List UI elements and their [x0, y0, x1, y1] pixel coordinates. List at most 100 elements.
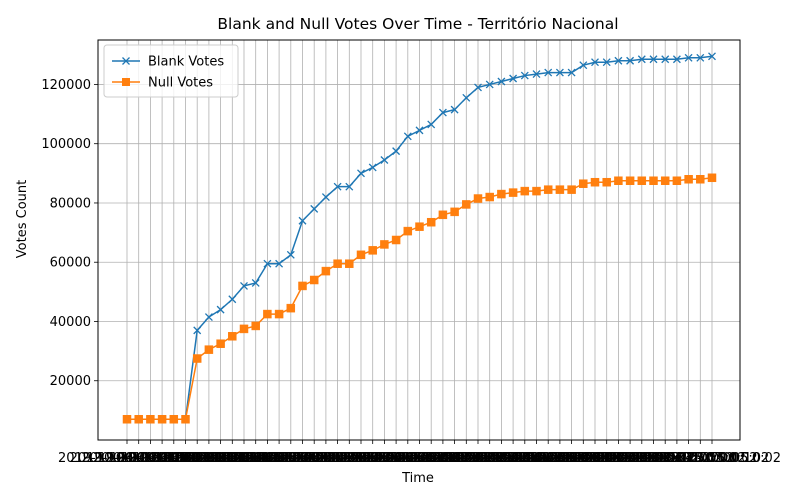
- y-axis-label: Votes Count: [15, 180, 30, 258]
- blank-votes-point: [263, 259, 272, 268]
- x-tick-label: 2019-10-06 20:25:02: [116, 451, 254, 466]
- blank-votes-point: [614, 56, 623, 65]
- blank-votes-point: [497, 77, 506, 86]
- blank-votes-point: [392, 147, 401, 156]
- null-votes-point: [286, 303, 296, 313]
- null-votes-point: [696, 175, 705, 184]
- blank-votes-point: [368, 163, 377, 172]
- blank-votes-point: [462, 93, 471, 102]
- x-tick-label: 2019-10-06 20:20:02: [105, 451, 243, 466]
- x-tick-label: 2019-10-06 21:45:02: [304, 451, 442, 466]
- blank-votes-point: [357, 169, 365, 178]
- x-tick-label: 2019-10-06 22:10:02: [362, 451, 500, 466]
- x-tick-label: 2019-10-06 22:20:02: [386, 451, 524, 466]
- null-votes-point: [274, 309, 284, 319]
- null-votes-point: [684, 175, 693, 184]
- null-votes-point: [368, 246, 377, 255]
- x-tick-label: 2019-10-06 23:30:02: [549, 451, 687, 466]
- x-tick-label: 2019-10-06 22:25:02: [397, 451, 535, 466]
- x-tick-label: 2019-10-06 22:55:02: [467, 451, 605, 466]
- x-tick-label: 2019-10-06 22:30:02: [409, 451, 547, 466]
- blank-votes-point: [345, 182, 354, 191]
- x-tick-label: 2019-10-07 00:00:02: [620, 451, 758, 466]
- y-tick-label: 40000: [50, 315, 91, 330]
- blank-votes-point: [649, 55, 658, 64]
- null-votes-point: [192, 354, 202, 363]
- x-tick-label: 2019-10-06 22:40:02: [432, 451, 570, 466]
- x-tick-label: 2019-10-06 23:35:02: [561, 451, 699, 466]
- null-votes-point: [567, 185, 576, 194]
- series-group: [122, 52, 717, 424]
- x-tick-label: 2019-10-06 21:15:02: [233, 451, 371, 466]
- legend-marker: [122, 57, 130, 65]
- grid: [98, 40, 740, 440]
- x-tick-label: 2019-10-06 21:00:02: [198, 451, 336, 466]
- null-votes-point: [508, 188, 518, 197]
- null-votes-point: [169, 415, 179, 424]
- blank-votes-point: [438, 108, 447, 117]
- blank-votes-point: [591, 58, 599, 67]
- blank-votes-point: [310, 204, 319, 213]
- blank-votes-point: [602, 58, 611, 67]
- blank-votes-point: [415, 126, 424, 135]
- x-tick-label: 2019-10-06 23:10:02: [503, 451, 641, 466]
- null-votes-point: [450, 207, 459, 217]
- null-votes-point: [181, 415, 190, 424]
- null-votes-point: [345, 259, 354, 268]
- x-tick-label: 2019-10-06 20:45:02: [163, 451, 301, 466]
- null-votes-point: [649, 176, 658, 185]
- null-votes-point: [462, 200, 471, 209]
- x-tick-label: 2019-10-06 23:00:02: [479, 451, 617, 466]
- blank-votes-point: [555, 68, 564, 77]
- null-votes-point: [239, 324, 249, 334]
- blank-votes-point: [228, 295, 237, 304]
- y-tick-label: 120000: [41, 78, 91, 93]
- blank-votes-point: [708, 52, 716, 61]
- chart-title: Blank and Null Votes Over Time - Territó…: [217, 15, 618, 33]
- blank-votes-point: [684, 53, 693, 62]
- blank-votes-point: [485, 80, 494, 89]
- x-tick-label: 2019-10-06 20:55:02: [187, 451, 325, 466]
- null-votes-point: [532, 186, 541, 196]
- null-votes-point: [263, 309, 272, 319]
- blank-votes-point: [474, 83, 482, 92]
- blank-votes-point: [696, 53, 705, 62]
- x-tick-label: 2019-10-06 23:50:02: [596, 451, 734, 466]
- x-tick-label: 2019-10-06 23:40:02: [573, 451, 711, 466]
- blank-votes-point: [240, 281, 248, 290]
- blank-votes-point: [193, 326, 202, 335]
- null-votes-point: [555, 185, 565, 194]
- blank-votes-point: [520, 71, 529, 80]
- blank-votes-point: [333, 182, 342, 191]
- x-tick-label: 2019-10-06 23:45:02: [584, 451, 722, 466]
- x-tick-label: 2019-10-06 22:05:02: [350, 451, 488, 466]
- x-tick-label: 2019-10-06 20:40:02: [152, 451, 290, 466]
- x-tick-label: 2019-10-06 23:55:02: [608, 451, 746, 466]
- blank-votes-point: [275, 259, 284, 268]
- legend-label: Blank Votes: [148, 55, 224, 70]
- y-tick-label: 20000: [50, 374, 91, 389]
- x-tick-label: 2019-10-06 20:00:02: [58, 451, 196, 466]
- x-tick-label: 2019-10-06 20:05:02: [70, 451, 208, 466]
- x-tick-label: 2019-10-06 22:00:02: [339, 451, 477, 466]
- null-votes-point: [157, 415, 167, 424]
- null-votes-point: [333, 259, 342, 268]
- blank-votes-point: [579, 61, 588, 70]
- blank-votes-point: [403, 132, 412, 141]
- null-votes-point: [146, 415, 155, 424]
- null-votes-point: [380, 240, 389, 249]
- null-votes-point: [251, 321, 260, 331]
- x-tick-label: 2019-10-06 23:20:02: [526, 451, 664, 466]
- null-votes-point: [579, 179, 588, 188]
- null-votes-point: [134, 415, 143, 424]
- null-votes-point: [473, 194, 483, 203]
- x-tick-label: 2019-10-06 23:05:02: [491, 451, 629, 466]
- x-tick-label: 2019-10-06 20:30:02: [128, 451, 266, 466]
- x-tick-label: 2019-10-06 23:25:02: [538, 451, 676, 466]
- null-votes-point: [228, 332, 237, 341]
- x-tick-label: 2019-10-06 21:55:02: [327, 451, 465, 466]
- legend: Blank Votes Null Votes: [103, 44, 239, 98]
- x-tick-label: 2019-10-06 21:10:02: [222, 451, 360, 466]
- legend-marker: [122, 78, 130, 86]
- x-tick-label: 2019-10-06 22:35:02: [421, 451, 559, 466]
